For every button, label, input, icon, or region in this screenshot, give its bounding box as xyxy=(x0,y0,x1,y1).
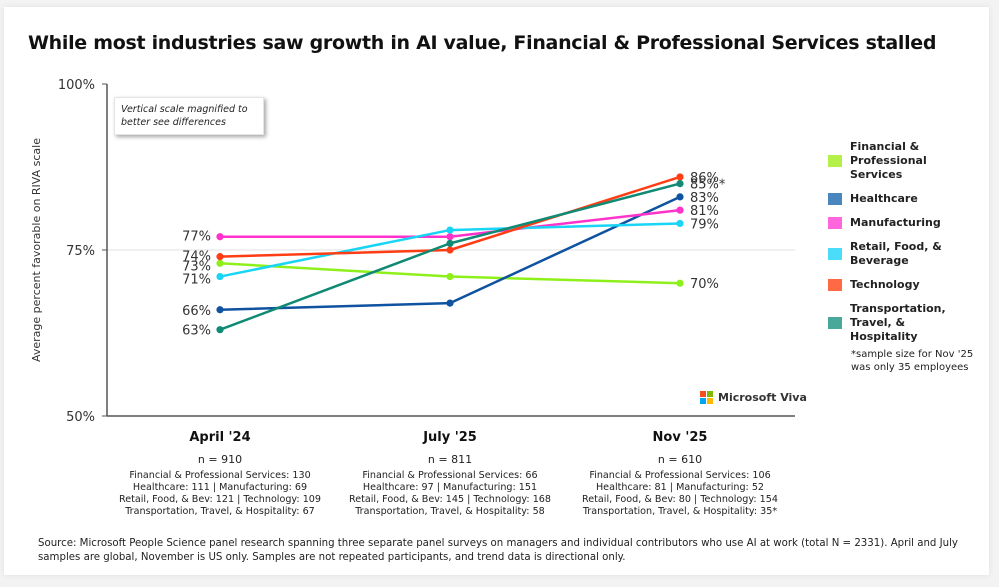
data-point xyxy=(216,233,224,241)
logo-square xyxy=(707,398,713,404)
legend-item-healthcare: Healthcare xyxy=(828,192,988,206)
sample-line: Transportation, Travel, & Hospitality: 6… xyxy=(125,506,315,517)
period-n: n = 610 xyxy=(657,453,703,466)
data-label: 73% xyxy=(182,259,211,274)
microsoft-logo-icon xyxy=(700,391,713,404)
legend: Financial & Professional Services Health… xyxy=(828,140,988,374)
scale-note: Vertical scale magnified to better see d… xyxy=(114,97,264,135)
sample-line: Financial & Professional Services: 130 xyxy=(129,470,311,481)
data-label: 74% xyxy=(182,250,211,265)
period-n: n = 811 xyxy=(427,453,473,466)
sample-line: Retail, Food, & Bev: 121 | Technology: 1… xyxy=(118,494,322,505)
data-point xyxy=(446,233,454,241)
data-point xyxy=(676,180,684,188)
legend-item-manufacturing: Manufacturing xyxy=(828,216,988,230)
data-label: 86% xyxy=(690,171,719,186)
data-point xyxy=(216,306,224,314)
data-point xyxy=(676,193,684,201)
legend-swatch xyxy=(828,317,842,329)
logo-square xyxy=(707,391,713,397)
data-label: 81% xyxy=(690,204,719,219)
legend-footnote: *sample size for Nov '25 was only 35 emp… xyxy=(851,349,974,373)
legend-label: Healthcare xyxy=(850,192,918,205)
sample-line: Healthcare: 81 | Manufacturing: 52 xyxy=(595,482,765,493)
legend-label: Financial & Professional Services xyxy=(850,140,927,181)
sample-line: Financial & Professional Services: 66 xyxy=(362,470,538,481)
sample-line: Transportation, Travel, & Hospitality: 3… xyxy=(582,506,778,517)
data-point xyxy=(446,246,454,254)
series-layer: 73% 70% 66% 83% 77% 81% 71% 79% 74% 86% 63% 85%* xyxy=(182,171,726,339)
data-point xyxy=(676,219,684,228)
legend-label: Technology xyxy=(850,278,920,291)
data-point xyxy=(676,173,684,181)
period-july: July '25 n = 811 Financial & Professiona… xyxy=(330,430,570,518)
legend-item-transportation: Transportation, Travel, & Hospitality xyxy=(828,302,988,344)
data-label: 85%* xyxy=(690,178,726,193)
sample-line: Healthcare: 97 | Manufacturing: 151 xyxy=(362,482,538,493)
legend-item-financial: Financial & Professional Services xyxy=(828,140,988,182)
data-label: 79% xyxy=(690,217,719,232)
period-n: n = 910 xyxy=(197,453,243,466)
data-label: 63% xyxy=(182,324,211,339)
logo-square xyxy=(700,398,706,404)
period-label: Nov '25 xyxy=(652,430,708,445)
data-point xyxy=(216,259,224,267)
data-point xyxy=(676,279,684,287)
legend-swatch xyxy=(828,217,842,229)
period-label: July '25 xyxy=(423,430,477,445)
sample-line: Retail, Food, & Bev: 145 | Technology: 1… xyxy=(348,494,552,505)
data-label: 66% xyxy=(182,304,211,319)
legend-label: Retail, Food, & Beverage xyxy=(850,240,942,267)
y-tick-label: 75% xyxy=(66,244,95,259)
y-tick-label: 100% xyxy=(58,78,95,93)
legend-swatch xyxy=(828,193,842,205)
data-point xyxy=(446,226,454,234)
sample-line: Financial & Professional Services: 106 xyxy=(589,470,771,481)
sample-line: Healthcare: 111 | Manufacturing: 69 xyxy=(132,482,308,493)
microsoft-viva-logo: Microsoft Viva xyxy=(700,391,807,404)
data-point xyxy=(446,299,454,307)
data-label: 77% xyxy=(182,230,211,245)
legend-label: Transportation, Travel, & Hospitality xyxy=(850,302,946,343)
data-point xyxy=(446,239,454,247)
sample-line: Transportation, Travel, & Hospitality: 5… xyxy=(355,506,545,517)
legend-item-technology: Technology xyxy=(828,278,988,292)
data-point xyxy=(676,206,684,214)
period-nov: Nov '25 n = 610 Financial & Professional… xyxy=(560,430,800,518)
legend-swatch xyxy=(828,279,842,291)
legend-swatch xyxy=(828,155,842,167)
period-label: April '24 xyxy=(189,430,251,445)
y-tick-label: 50% xyxy=(66,410,95,425)
logo-square xyxy=(700,391,706,397)
data-point xyxy=(216,253,224,261)
data-point xyxy=(216,326,224,334)
data-label: 71% xyxy=(182,273,211,288)
chart-title: While most industries saw growth in AI v… xyxy=(28,32,937,54)
data-point xyxy=(216,272,224,281)
y-axis-label: Average percent favorable on RIVA scale xyxy=(30,138,43,362)
period-april: April '24 n = 910 Financial & Profession… xyxy=(100,430,340,518)
sample-line: Retail, Food, & Bev: 80 | Technology: 15… xyxy=(582,494,778,505)
data-label: 83% xyxy=(690,191,719,206)
source-note: Source: Microsoft People Science panel r… xyxy=(38,538,958,563)
data-point xyxy=(446,272,454,281)
legend-label: Manufacturing xyxy=(850,216,941,229)
legend-item-retail: Retail, Food, & Beverage xyxy=(828,240,988,268)
logo-text: Microsoft Viva xyxy=(718,391,807,404)
data-label: 70% xyxy=(690,277,719,292)
legend-swatch xyxy=(828,248,842,260)
